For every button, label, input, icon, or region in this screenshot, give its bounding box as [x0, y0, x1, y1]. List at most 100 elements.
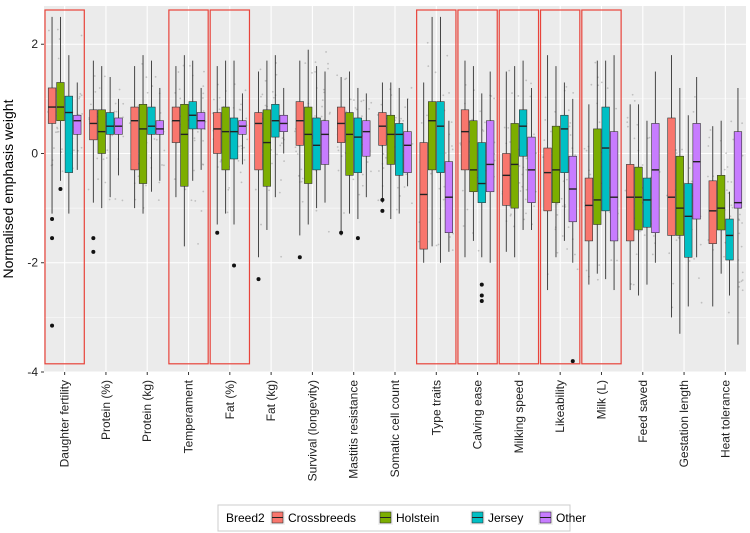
jitter-point — [218, 108, 221, 111]
jitter-point — [561, 205, 564, 208]
box-jersey — [642, 120, 652, 285]
box-crossbreeds — [584, 104, 593, 285]
outlier-point — [215, 230, 220, 235]
box-holstein — [180, 55, 189, 247]
jitter-point — [202, 139, 205, 142]
jitter-point — [739, 213, 741, 216]
jitter-point — [202, 190, 205, 193]
box-other — [733, 87, 743, 345]
jitter-point — [295, 150, 297, 153]
box-body — [427, 101, 437, 171]
jitter-point — [693, 257, 695, 260]
x-tick-label: Protein (%) — [99, 380, 113, 440]
box-jersey — [312, 66, 321, 209]
x-tick-label: Gestation length — [677, 380, 691, 467]
jitter-point — [698, 277, 700, 280]
jitter-point — [122, 116, 124, 119]
jitter-point — [585, 269, 588, 272]
box-body — [171, 106, 181, 143]
jitter-point — [102, 158, 105, 161]
jitter-point — [275, 73, 278, 76]
x-tick-label: Mastitis resistance — [347, 380, 361, 479]
jitter-point — [158, 181, 161, 184]
legend-label: Crossbreeds — [288, 511, 356, 525]
box-body — [502, 153, 511, 206]
jitter-point — [378, 170, 380, 172]
jitter-point — [368, 107, 371, 110]
jitter-point — [738, 285, 741, 288]
outlier-point — [50, 323, 55, 328]
box-other — [279, 87, 288, 154]
outlier-point — [297, 255, 302, 260]
box-body — [419, 142, 428, 250]
jitter-point — [153, 138, 156, 140]
jitter-point — [518, 165, 521, 167]
box-body — [708, 180, 717, 244]
jitter-point — [444, 152, 447, 154]
box-body — [180, 104, 189, 187]
highlight-box — [168, 9, 209, 365]
jitter-point — [461, 189, 464, 192]
jitter-point — [296, 153, 299, 155]
box-holstein — [345, 71, 354, 214]
jitter-point — [384, 156, 387, 159]
box-body — [510, 123, 519, 209]
jitter-point — [430, 172, 432, 175]
box-body — [238, 120, 247, 135]
outlier-point — [479, 298, 484, 303]
legend-label: Holstein — [396, 511, 439, 525]
jitter-point — [344, 78, 346, 81]
box-body — [593, 128, 602, 225]
box-crossbreeds — [295, 60, 304, 260]
jitter-point — [145, 184, 147, 187]
jitter-point — [362, 99, 365, 102]
jitter-point — [278, 191, 281, 194]
jitter-point — [529, 95, 532, 98]
x-tick-label: Type traits — [429, 380, 443, 435]
jitter-point — [78, 95, 81, 98]
jitter-point — [53, 147, 55, 149]
jitter-point — [452, 232, 454, 235]
jitter-point — [163, 164, 165, 167]
jitter-point — [193, 137, 196, 140]
box-holstein — [221, 60, 230, 214]
jitter-point — [304, 62, 307, 65]
jitter-point — [517, 95, 520, 97]
jitter-point — [443, 185, 446, 188]
box-crossbreeds — [171, 66, 181, 198]
jitter-point — [337, 169, 340, 172]
box-body — [543, 147, 552, 212]
jitter-point — [202, 97, 204, 99]
jitter-point — [311, 71, 313, 74]
jitter-point — [567, 109, 570, 112]
jitter-point — [336, 74, 339, 77]
jitter-point — [484, 121, 486, 124]
box-body — [353, 117, 363, 173]
jitter-point — [178, 88, 181, 91]
jitter-point — [525, 79, 528, 82]
jitter-point — [596, 278, 599, 281]
jitter-point — [355, 108, 358, 111]
jitter-point — [574, 253, 576, 256]
jitter-point — [114, 198, 117, 200]
jitter-point — [688, 260, 691, 262]
x-tick-label: Feed saved — [636, 380, 650, 443]
jitter-point — [437, 243, 440, 246]
jitter-point — [293, 130, 296, 133]
jitter-point — [184, 188, 187, 191]
jitter-point — [111, 134, 114, 137]
box-body — [47, 87, 57, 124]
box-jersey — [601, 60, 610, 280]
jitter-point — [345, 77, 348, 80]
box-jersey — [271, 55, 280, 198]
jitter-point — [314, 70, 317, 73]
jitter-point — [564, 206, 567, 208]
x-tick-label: Milk (L) — [594, 380, 608, 419]
jitter-point — [688, 167, 691, 169]
jitter-point — [509, 214, 512, 217]
box-holstein — [593, 60, 602, 274]
outlier-point — [232, 263, 237, 268]
box-other — [568, 98, 577, 364]
jitter-point — [442, 94, 445, 97]
